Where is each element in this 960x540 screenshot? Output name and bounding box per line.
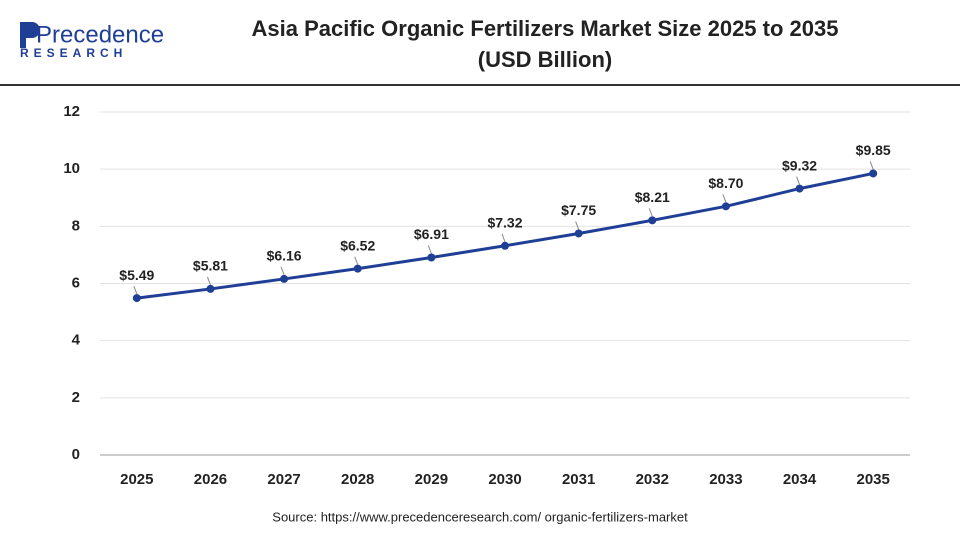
value-label: $5.49 xyxy=(119,267,154,283)
leader-line xyxy=(206,276,211,286)
value-label: $8.21 xyxy=(635,189,670,205)
x-tick-label: 2032 xyxy=(636,471,669,488)
chart-title: Asia Pacific Organic Fertilizers Market … xyxy=(252,16,839,41)
x-tick-label: 2030 xyxy=(488,471,521,488)
leader-line xyxy=(427,245,432,254)
point xyxy=(574,229,583,238)
x-tick-label: 2027 xyxy=(267,471,300,488)
value-label: $5.81 xyxy=(193,258,228,274)
value-label: $6.16 xyxy=(267,248,302,264)
point xyxy=(648,216,657,225)
point xyxy=(795,184,804,193)
value-label: $9.32 xyxy=(782,157,817,173)
y-tick-label: 8 xyxy=(72,217,80,234)
logo-name: Precedence xyxy=(36,21,164,48)
leader-line xyxy=(869,161,874,170)
y-tick-label: 6 xyxy=(72,274,80,291)
value-label: $8.70 xyxy=(708,175,743,191)
x-tick-label: 2033 xyxy=(709,471,742,488)
value-label: $6.52 xyxy=(340,237,375,253)
chart-subtitle: (USD Billion) xyxy=(478,47,612,72)
x-tick-label: 2028 xyxy=(341,471,374,488)
leader-line xyxy=(575,221,580,230)
y-tick-label: 0 xyxy=(72,446,80,463)
leader-line xyxy=(648,208,653,217)
value-label: $7.75 xyxy=(561,202,596,218)
x-tick-label: 2034 xyxy=(783,471,817,488)
leader-line xyxy=(796,176,801,185)
leader-line xyxy=(722,194,727,203)
point xyxy=(132,294,141,303)
leader-line xyxy=(133,285,138,295)
x-tick-label: 2029 xyxy=(415,471,448,488)
logo-tagline: RESEARCH xyxy=(20,46,127,60)
point xyxy=(206,284,215,293)
y-tick-label: 10 xyxy=(63,160,80,177)
x-tick-label: 2031 xyxy=(562,471,595,488)
y-tick-label: 2 xyxy=(72,389,80,406)
leader-line xyxy=(280,266,285,276)
x-tick-label: 2035 xyxy=(856,471,889,488)
value-label: $9.85 xyxy=(856,142,891,158)
leader-line xyxy=(501,233,506,242)
point xyxy=(501,241,509,250)
point xyxy=(280,274,289,283)
logo-icon xyxy=(20,22,40,48)
source: Source: https://www.precedenceresearch.c… xyxy=(272,509,688,524)
x-tick-label: 2025 xyxy=(120,471,153,488)
point xyxy=(869,169,878,178)
value-label: $7.32 xyxy=(487,214,522,230)
point xyxy=(427,253,436,262)
y-tick-label: 4 xyxy=(72,332,81,349)
y-tick-label: 12 xyxy=(63,103,80,120)
point xyxy=(353,264,362,273)
value-label: $6.91 xyxy=(414,226,449,242)
point xyxy=(721,202,730,211)
x-tick-label: 2026 xyxy=(194,471,227,488)
leader-line xyxy=(354,256,359,265)
header-rule xyxy=(0,84,960,86)
